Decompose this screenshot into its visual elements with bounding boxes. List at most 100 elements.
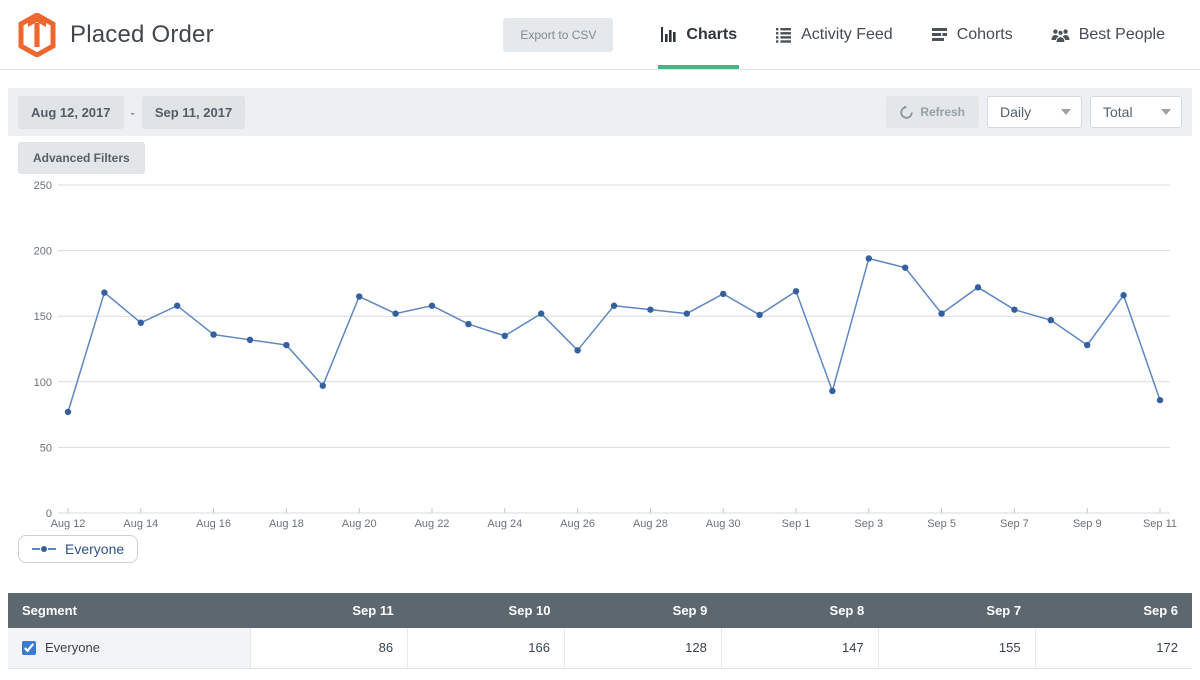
tab-best-people[interactable]: Best People	[1049, 0, 1167, 69]
chart-point[interactable]	[428, 302, 436, 309]
refresh-button[interactable]: Refresh	[886, 96, 979, 128]
table-col-header: Sep 9	[564, 593, 722, 628]
y-axis-tick-label: 250	[34, 180, 52, 192]
chart-point[interactable]	[974, 284, 982, 291]
chart-line	[67, 257, 1161, 413]
table-cell: 128	[564, 628, 722, 669]
chart-point[interactable]	[829, 387, 836, 395]
chart-point[interactable]	[501, 332, 508, 340]
x-axis-tick-label: Sep 7	[1000, 518, 1029, 530]
table-header-row: Segment Sep 11 Sep 10 Sep 9 Sep 8 Sep 7 Sep 6	[8, 593, 1192, 628]
x-axis-tick-label: Sep 11	[1143, 518, 1177, 530]
date-separator: -	[130, 104, 135, 120]
chart-point[interactable]	[938, 310, 945, 317]
header-nav: Export to CSV Charts Activity Feed	[503, 0, 1184, 69]
table-cell: 155	[878, 628, 1036, 669]
table-row: Everyone 86 166 128 147 155 172	[8, 628, 1192, 669]
interval-dropdown[interactable]: Daily	[987, 96, 1082, 128]
brand: Placed Order	[18, 0, 214, 69]
chart-point[interactable]	[137, 319, 144, 326]
chart-point[interactable]	[1011, 306, 1018, 313]
chart-point[interactable]	[792, 288, 800, 295]
tab-cohorts[interactable]: Cohorts	[929, 0, 1015, 69]
refresh-icon	[900, 105, 914, 119]
export-csv-button[interactable]: Export to CSV	[503, 17, 614, 52]
app-header: Placed Order Export to CSV Charts Activi…	[0, 0, 1200, 70]
tab-charts[interactable]: Charts	[658, 0, 740, 69]
legend-label: Everyone	[65, 541, 125, 557]
chart-point[interactable]	[720, 290, 727, 298]
chevron-down-icon	[1061, 109, 1071, 115]
segment-checkbox[interactable]	[22, 640, 36, 655]
chart-point[interactable]	[756, 311, 763, 319]
chart-point[interactable]	[683, 310, 690, 317]
y-axis-tick-label: 0	[46, 508, 52, 520]
x-axis-tick-label: Aug 20	[342, 518, 377, 530]
advanced-filters-button[interactable]: Advanced Filters	[18, 142, 145, 174]
chart-point[interactable]	[865, 255, 872, 262]
chart-point[interactable]	[392, 310, 399, 317]
legend-line-marker-icon	[32, 546, 56, 552]
metric-dropdown[interactable]: Total	[1090, 96, 1182, 128]
table-col-header: Sep 7	[878, 593, 1036, 628]
segment-table: Segment Sep 11 Sep 10 Sep 9 Sep 8 Sep 7 Sep 6 …	[8, 593, 1192, 669]
filter-controls: Refresh Daily Total	[886, 96, 1182, 128]
chart-point[interactable]	[1084, 341, 1091, 349]
chart-point[interactable]	[283, 341, 290, 349]
x-axis-tick-label: Aug 24	[487, 518, 522, 530]
y-axis-tick-label: 50	[40, 442, 52, 454]
chevron-down-icon	[1161, 109, 1171, 115]
chart-point[interactable]	[246, 336, 254, 344]
chart-point[interactable]	[356, 293, 363, 300]
legend-everyone[interactable]: Everyone	[18, 535, 139, 563]
y-axis-tick-label: 150	[34, 311, 52, 323]
table-cell: 86	[250, 628, 409, 669]
table-cell: 172	[1035, 628, 1192, 669]
x-axis-tick-label: Aug 16	[196, 518, 231, 530]
x-axis-tick-label: Aug 26	[560, 518, 595, 530]
rows-icon	[931, 28, 947, 41]
chart-point[interactable]	[1120, 292, 1127, 299]
tab-label: Best People	[1078, 25, 1165, 43]
chart-point[interactable]	[574, 347, 581, 354]
list-icon	[776, 28, 792, 43]
chart-point[interactable]	[465, 320, 472, 328]
table-col-header: Sep 10	[407, 593, 565, 628]
x-axis-tick-label: Aug 18	[269, 518, 304, 530]
x-axis-tick-label: Sep 1	[782, 518, 811, 530]
people-icon	[1051, 28, 1070, 43]
table-body: Everyone 86 166 128 147 155 172	[8, 628, 1192, 669]
tab-activity-feed[interactable]: Activity Feed	[773, 0, 895, 69]
chart-point[interactable]	[610, 302, 618, 309]
table-col-header: Sep 6	[1035, 593, 1192, 628]
tab-label: Cohorts	[956, 25, 1013, 43]
date-start-button[interactable]: Aug 12, 2017	[18, 95, 124, 129]
x-axis-tick-label: Aug 30	[706, 518, 741, 530]
filter-bar: Aug 12, 2017 - Sep 11, 2017 Refresh Dail…	[8, 88, 1192, 136]
table-col-header: Sep 8	[721, 593, 879, 628]
chart-point[interactable]	[101, 289, 108, 296]
x-axis-tick-label: Aug 22	[415, 518, 450, 530]
chart-point[interactable]	[647, 306, 654, 313]
chart-point[interactable]	[1156, 396, 1164, 404]
chart-point[interactable]	[174, 302, 181, 309]
bar-chart-icon	[661, 27, 677, 42]
segment-column-header: Segment	[8, 593, 251, 628]
chart-point[interactable]	[319, 382, 326, 389]
x-axis-tick-label: Sep 3	[854, 518, 883, 530]
chart-point[interactable]	[64, 408, 72, 416]
x-axis-tick-label: Sep 9	[1073, 518, 1102, 530]
y-axis-tick-label: 200	[34, 246, 52, 258]
x-axis-tick-label: Aug 12	[51, 518, 86, 530]
tab-label: Charts	[686, 25, 738, 43]
chart-point[interactable]	[210, 331, 217, 338]
chart-point[interactable]	[902, 264, 909, 271]
date-end-button[interactable]: Sep 11, 2017	[141, 95, 246, 129]
metric-value: Total	[1103, 104, 1133, 120]
line-chart[interactable]: 0 50 100 150 200 250 Aug 12 Aug 14 Aug 16 Aug 18 A…	[8, 178, 1192, 534]
chart-point[interactable]	[538, 310, 545, 317]
interval-value: Daily	[1000, 104, 1032, 120]
chart-point[interactable]	[1047, 316, 1055, 324]
page-title: Placed Order	[70, 20, 214, 48]
y-axis-tick-label: 100	[34, 377, 52, 389]
